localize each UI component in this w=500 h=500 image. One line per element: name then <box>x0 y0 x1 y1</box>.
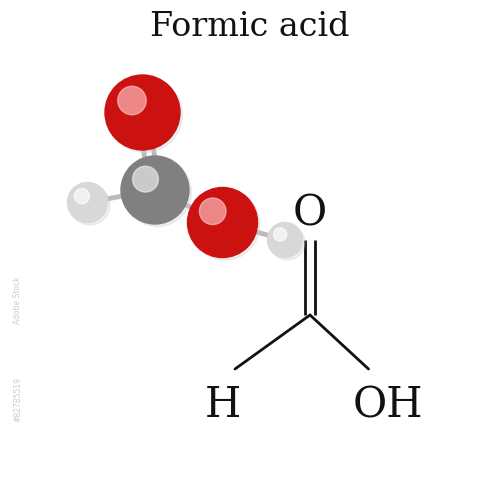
Text: O: O <box>293 193 327 235</box>
Circle shape <box>68 182 108 222</box>
Circle shape <box>108 78 182 152</box>
Circle shape <box>200 198 226 224</box>
Circle shape <box>105 75 180 150</box>
Text: OH: OH <box>352 384 423 426</box>
Circle shape <box>118 86 146 115</box>
Text: #82785519: #82785519 <box>13 378 22 422</box>
Circle shape <box>190 190 260 260</box>
Text: H: H <box>204 384 240 426</box>
Circle shape <box>132 166 158 192</box>
Text: Formic acid: Formic acid <box>150 12 350 44</box>
Circle shape <box>188 188 258 258</box>
Circle shape <box>268 222 302 258</box>
Text: Adobe Stock: Adobe Stock <box>13 276 22 324</box>
Circle shape <box>124 158 192 226</box>
Circle shape <box>270 225 305 260</box>
Circle shape <box>74 188 90 204</box>
Circle shape <box>121 156 189 224</box>
Circle shape <box>70 185 110 225</box>
Circle shape <box>274 228 286 241</box>
